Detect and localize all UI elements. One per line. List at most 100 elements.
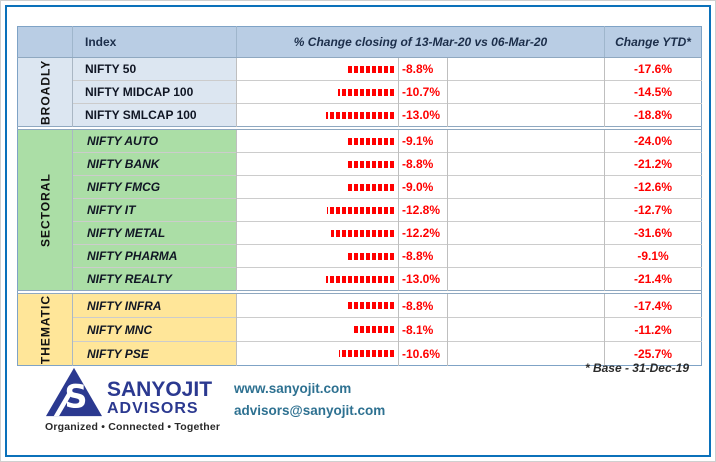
change-bar xyxy=(352,326,394,334)
ytd-value-cell: -14.5% xyxy=(604,80,702,104)
positive-bar-spacer-cell xyxy=(446,80,605,104)
index-name-cell: NIFTY PSE xyxy=(72,341,237,366)
email-link: advisors@sanyojit.com xyxy=(234,403,386,418)
change-bar-cell xyxy=(236,317,399,342)
index-name-cell: NIFTY IT xyxy=(72,198,237,222)
table-row-nifty-it: NIFTY IT -12.8% -12.7% xyxy=(18,198,702,222)
change-value-cell: -12.2% xyxy=(398,221,448,245)
index-name-cell: NIFTY FMCG xyxy=(72,175,237,199)
table-row-nifty-mnc: NIFTY MNC -8.1% -11.2% xyxy=(18,317,702,342)
ytd-value-cell: -31.6% xyxy=(604,221,702,245)
table-row-nifty-smlcap-100: NIFTY SMLCAP 100 -13.0% -18.8% xyxy=(18,103,702,127)
ytd-value-cell: -24.0% xyxy=(604,129,702,153)
logo-wordmark: SANYOJIT ADVISORS xyxy=(107,379,212,419)
index-name-cell: NIFTY MNC xyxy=(72,317,237,342)
change-bar xyxy=(347,137,394,145)
positive-bar-spacer-cell xyxy=(446,129,605,153)
table-row-nifty-metal: NIFTY METAL -12.2% -31.6% xyxy=(18,221,702,245)
index-name-cell: NIFTY SMLCAP 100 xyxy=(72,103,237,127)
positive-bar-spacer-cell xyxy=(446,175,605,199)
ytd-value-cell: -9.1% xyxy=(604,244,702,268)
ytd-value-cell: -25.7% xyxy=(604,341,702,366)
change-value-cell: -9.1% xyxy=(398,129,448,153)
positive-bar-spacer-cell xyxy=(446,341,605,366)
index-name-cell: NIFTY AUTO xyxy=(72,129,237,153)
group-label-broadly: BROADLY xyxy=(17,57,73,127)
group-divider xyxy=(17,126,702,130)
change-value-cell: -8.1% xyxy=(398,317,448,342)
website-link: www.sanyojit.com xyxy=(234,381,352,396)
index-name-cell: NIFTY BANK xyxy=(72,152,237,176)
logo-subname-text: ADVISORS xyxy=(107,400,199,417)
logo-name-text: SANYOJIT xyxy=(107,378,213,401)
change-bar-cell xyxy=(236,103,399,127)
change-bar xyxy=(326,111,394,119)
table-row-nifty-bank: NIFTY BANK -8.8% -21.2% xyxy=(18,152,702,176)
table-row-nifty-pharma: NIFTY PHARMA -8.8% -9.1% xyxy=(18,244,702,268)
col-header-index: Index xyxy=(72,26,237,58)
change-bar xyxy=(348,302,394,310)
ytd-value-cell: -12.6% xyxy=(604,175,702,199)
table-row-nifty-pse: NIFTY PSE -10.6% -25.7% xyxy=(18,341,702,366)
index-change-table: Index % Change closing of 13-Mar-20 vs 0… xyxy=(17,26,703,367)
change-value-cell: -10.7% xyxy=(398,80,448,104)
change-bar-cell xyxy=(236,221,399,245)
index-name-cell: NIFTY METAL xyxy=(72,221,237,245)
change-value-cell: -9.0% xyxy=(398,175,448,199)
ytd-value-cell: -17.6% xyxy=(604,57,702,81)
positive-bar-spacer-cell xyxy=(446,293,605,318)
group-label-sectoral: SECTORAL xyxy=(17,129,73,291)
change-bar-cell xyxy=(236,267,399,291)
change-value-cell: -13.0% xyxy=(398,103,448,127)
change-bar xyxy=(326,275,394,283)
ytd-value-cell: -21.2% xyxy=(604,152,702,176)
header-corner-cell xyxy=(17,26,73,58)
ytd-value-cell: -21.4% xyxy=(604,267,702,291)
positive-bar-spacer-cell xyxy=(446,57,605,81)
change-bar-cell xyxy=(236,57,399,81)
change-bar xyxy=(338,88,394,96)
positive-bar-spacer-cell xyxy=(446,244,605,268)
change-value-cell: -8.8% xyxy=(398,57,448,81)
col-header-change: % Change closing of 13-Mar-20 vs 06-Mar-… xyxy=(235,26,605,58)
change-bar xyxy=(331,229,394,237)
change-bar xyxy=(327,206,394,214)
table-row-nifty-50: BROADLY NIFTY 50 -8.8% -17.6% xyxy=(17,57,702,127)
ytd-value-cell: -11.2% xyxy=(604,317,702,342)
contact-block: www.sanyojit.com advisors@sanyojit.com xyxy=(234,378,385,422)
change-bar-cell xyxy=(236,129,399,153)
change-value-cell: -10.6% xyxy=(398,341,448,366)
change-bar-cell xyxy=(236,244,399,268)
logo-triangle-icon: S xyxy=(45,367,103,417)
positive-bar-spacer-cell xyxy=(446,198,605,222)
table-row-nifty-realty: NIFTY REALTY -13.0% -21.4% xyxy=(18,267,702,291)
ytd-value-cell: -18.8% xyxy=(604,103,702,127)
col-header-ytd: Change YTD* xyxy=(604,26,702,58)
base-date-footnote: * Base - 31-Dec-19 xyxy=(584,361,689,375)
change-bar xyxy=(348,65,394,73)
positive-bar-spacer-cell xyxy=(446,221,605,245)
group-divider xyxy=(17,290,702,294)
change-bar xyxy=(348,160,394,168)
table-row-nifty-auto: SECTORAL NIFTY AUTO -9.1% -24.0% xyxy=(17,129,702,291)
index-name-cell: NIFTY 50 xyxy=(72,57,237,81)
ytd-value-cell: -17.4% xyxy=(604,293,702,318)
ytd-value-cell: -12.7% xyxy=(604,198,702,222)
index-name-cell: NIFTY INFRA xyxy=(72,293,237,318)
change-value-cell: -8.8% xyxy=(398,293,448,318)
change-value-cell: -8.8% xyxy=(398,152,448,176)
table-row-nifty-infra: THEMATIC NIFTY INFRA -8.8% -17.4% xyxy=(17,293,702,366)
change-value-cell: -12.8% xyxy=(398,198,448,222)
positive-bar-spacer-cell xyxy=(446,152,605,176)
table-row-nifty-midcap-100: NIFTY MIDCAP 100 -10.7% -14.5% xyxy=(18,80,702,104)
logo-tagline: Organized • Connected • Together xyxy=(45,421,221,433)
table-header-row: Index % Change closing of 13-Mar-20 vs 0… xyxy=(17,26,702,58)
change-bar xyxy=(339,350,394,358)
positive-bar-spacer-cell xyxy=(446,267,605,291)
change-bar xyxy=(347,183,394,191)
change-bar xyxy=(348,252,394,260)
positive-bar-spacer-cell xyxy=(446,317,605,342)
index-name-cell: NIFTY PHARMA xyxy=(72,244,237,268)
change-bar-cell xyxy=(236,175,399,199)
